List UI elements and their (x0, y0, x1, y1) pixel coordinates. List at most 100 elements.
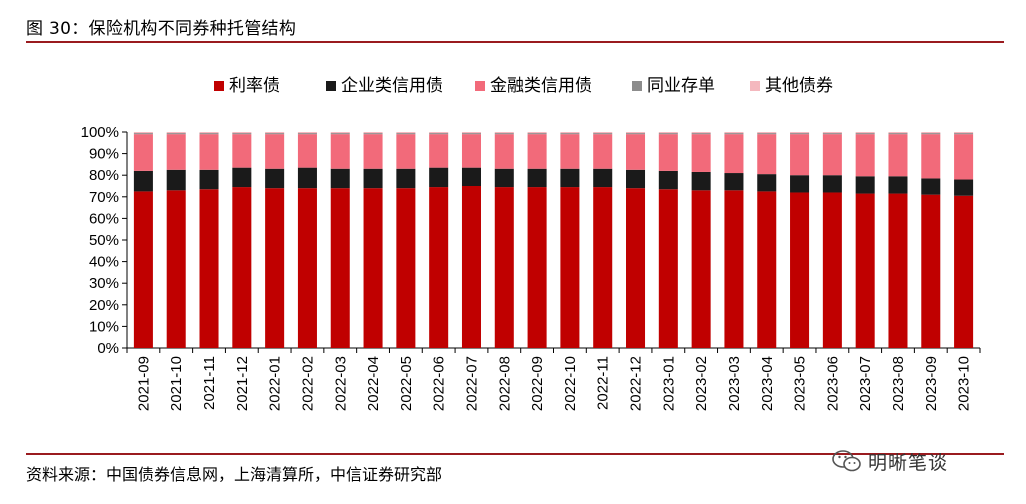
y-tick-label: 30% (89, 275, 119, 292)
y-tick-label: 20% (89, 297, 119, 314)
bar-segment-4 (232, 133, 252, 135)
x-tick-label: 2023-05 (792, 356, 809, 411)
bar-segment-1 (396, 188, 416, 348)
bar-segment-1 (166, 190, 186, 348)
figure-title: 图 30：保险机构不同券种托管结构 (26, 19, 297, 39)
x-tick-label: 2022-09 (529, 356, 546, 411)
bar-segment-5 (232, 132, 252, 134)
bar-segment-2 (658, 170, 678, 190)
bar-segment-5 (954, 132, 974, 134)
bar-segment-4 (363, 133, 383, 135)
bar-segment-1 (297, 188, 317, 348)
y-tick-label: 0% (97, 340, 119, 357)
bar-segment-4 (954, 133, 974, 135)
bar-segment-5 (560, 132, 580, 134)
bar-segment-5 (790, 132, 810, 134)
bar-segment-4 (691, 133, 711, 135)
bar-segment-4 (330, 133, 350, 135)
bar-segment-2 (921, 178, 941, 195)
bar-segment-1 (527, 187, 547, 348)
bar-segment-1 (429, 187, 449, 348)
bar-segment-2 (822, 175, 842, 193)
x-tick-label: 2023-02 (693, 356, 710, 411)
x-tick-label: 2022-05 (398, 356, 415, 411)
bar-segment-5 (396, 132, 416, 134)
x-tick-label: 2021-09 (135, 356, 152, 411)
brand-watermark: 明晰笔谈 (832, 448, 948, 474)
bar-segment-4 (724, 133, 744, 135)
bar-segment-4 (494, 133, 514, 135)
bar-segment-3 (626, 134, 646, 170)
bar-segment-5 (691, 132, 711, 134)
bar-segment-4 (921, 133, 941, 135)
bar-segment-4 (658, 133, 678, 135)
y-tick-label: 60% (89, 210, 119, 227)
bar-segment-5 (724, 132, 744, 134)
bar-segment-1 (724, 190, 744, 348)
bar-segment-5 (330, 132, 350, 134)
bar-segment-4 (461, 133, 481, 135)
legend-label: 企业类信用债 (341, 76, 443, 96)
title-rule (26, 41, 1004, 43)
bar-segment-2 (199, 169, 219, 190)
bar-segment-2 (593, 168, 613, 188)
y-tick-label: 80% (89, 167, 119, 184)
bar-segment-3 (855, 134, 875, 177)
bar-segment-3 (494, 134, 514, 169)
bar-segment-1 (330, 188, 350, 348)
bar-segment-2 (232, 167, 252, 188)
bar-segment-4 (396, 133, 416, 135)
bar-segment-2 (790, 175, 810, 193)
x-tick-label: 2023-01 (660, 356, 677, 411)
bar-segment-1 (691, 190, 711, 348)
bar-segment-3 (330, 134, 350, 169)
bar-segment-2 (560, 168, 580, 188)
bar-segment-2 (855, 176, 875, 194)
bar-segment-4 (626, 133, 646, 135)
bar-segment-1 (757, 191, 777, 348)
legend-swatch (214, 81, 224, 91)
bar-segment-1 (921, 194, 941, 348)
bar-segment-1 (199, 189, 219, 348)
bar-segment-5 (133, 132, 153, 134)
legend-swatch (632, 81, 642, 91)
x-tick-label: 2021-12 (234, 356, 251, 411)
bar-segment-5 (494, 132, 514, 134)
bar-segment-3 (822, 134, 842, 176)
bar-segment-1 (232, 187, 252, 348)
bar-segment-3 (724, 134, 744, 174)
y-tick-label: 40% (89, 254, 119, 271)
bar-segment-1 (626, 188, 646, 348)
bar-segment-5 (658, 132, 678, 134)
bar-segment-1 (461, 186, 481, 348)
x-tick-label: 2021-11 (201, 356, 218, 410)
bar-segment-3 (527, 134, 547, 169)
wechat-icon (832, 450, 861, 472)
x-tick-label: 2022-10 (562, 356, 579, 411)
bar-segment-3 (888, 134, 908, 177)
bar-segment-2 (626, 169, 646, 189)
x-tick-label: 2023-03 (726, 356, 743, 411)
bar-segment-3 (297, 134, 317, 168)
bar-segment-5 (888, 132, 908, 134)
brand-name: 明晰笔谈 (868, 451, 949, 474)
y-tick-label: 70% (89, 189, 119, 206)
x-tick-label: 2022-03 (332, 356, 349, 411)
bar-segment-3 (691, 134, 711, 172)
bar-segment-4 (790, 133, 810, 135)
bar-segment-3 (429, 134, 449, 168)
bar-segment-5 (297, 132, 317, 134)
legend-label: 其他债券 (765, 76, 833, 96)
bar-segment-3 (232, 134, 252, 168)
bar-segment-2 (330, 168, 350, 189)
bar-segment-3 (921, 134, 941, 179)
x-tick-label: 2023-06 (824, 356, 841, 411)
y-tick-label: 50% (89, 232, 119, 249)
bar-segment-3 (757, 134, 777, 175)
bar-segment-2 (888, 176, 908, 194)
bar-segment-3 (593, 134, 613, 169)
bar-segment-5 (822, 132, 842, 134)
bar-segment-2 (494, 168, 514, 188)
legend-label: 金融类信用债 (490, 76, 592, 96)
bar-segment-4 (822, 133, 842, 135)
